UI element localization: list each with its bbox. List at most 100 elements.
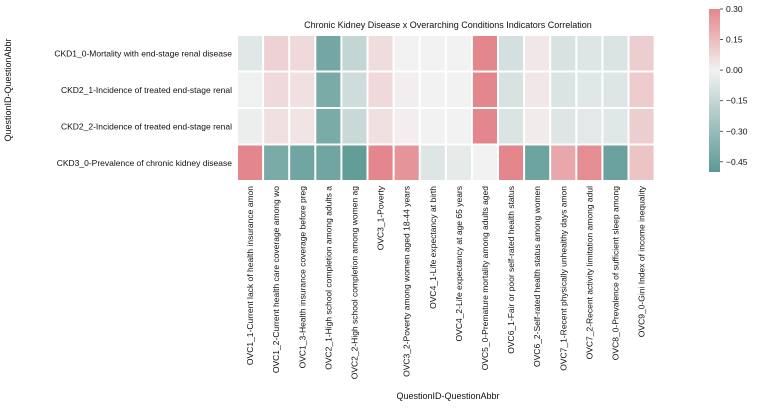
- heatmap-cell: [420, 72, 445, 107]
- column-label: OVC5_0-Premature mortality among adults …: [480, 186, 490, 371]
- y-axis-label: QuestionID-QuestionAbbr: [3, 38, 13, 141]
- heatmap-cell: [525, 36, 550, 71]
- heatmap-cell: [499, 72, 524, 107]
- heatmap-cell: [264, 109, 289, 144]
- column-label: OVC8_0-Prevalence of sufficient sleep am…: [611, 186, 621, 360]
- heatmap-cell: [342, 109, 367, 144]
- row-label: CKD2_2-Incidence of treated end-stage re…: [61, 121, 232, 131]
- heatmap-cell: [290, 145, 315, 180]
- colorbar-gradient: [709, 9, 720, 172]
- heatmap-cell: [472, 72, 497, 107]
- heatmap-cell: [394, 36, 419, 71]
- colorbar-tick-label: 0.00: [726, 65, 743, 75]
- heatmap-cell: [290, 72, 315, 107]
- heatmap-cell: [525, 109, 550, 144]
- heatmap-cell: [394, 145, 419, 180]
- heatmap-cell: [238, 109, 263, 144]
- heatmap-cell: [420, 109, 445, 144]
- heatmap-cell: [629, 36, 654, 71]
- heatmap-cell: [551, 109, 576, 144]
- heatmap-cell: [629, 145, 654, 180]
- column-label: OVC1_3-Health insurance coverage before …: [297, 186, 307, 369]
- heatmap-cell: [525, 72, 550, 107]
- heatmap-cell: [577, 145, 602, 180]
- heatmap-cell: [577, 109, 602, 144]
- heatmap-cell: [603, 145, 628, 180]
- heatmap-cell: [603, 72, 628, 107]
- column-label: OVC2_2-High school completion among wome…: [349, 186, 359, 380]
- heatmap-cell: [368, 72, 393, 107]
- column-label: OVC3_1-Poverty: [376, 185, 386, 250]
- column-label: OVC4_1-Life expectancy at birth: [428, 186, 438, 309]
- column-label: OVC7_1-Recent physically unhealthy days …: [558, 186, 568, 371]
- column-labels: OVC1_1-Current lack of health insurance …: [245, 185, 646, 379]
- heatmap-cell: [368, 109, 393, 144]
- heatmap-cell: [551, 72, 576, 107]
- heatmap-cell: [577, 36, 602, 71]
- heatmap-cell: [316, 145, 341, 180]
- heatmap-cell: [551, 36, 576, 71]
- row-label: CKD1_0-Mortality with end-stage renal di…: [54, 48, 232, 58]
- heatmap-cell: [525, 145, 550, 180]
- heatmap-cell: [446, 36, 471, 71]
- heatmap-cell: [316, 109, 341, 144]
- heatmap-cell: [342, 36, 367, 71]
- heatmap-cell: [238, 145, 263, 180]
- heatmap-cell: [420, 36, 445, 71]
- heatmap-cell: [316, 72, 341, 107]
- colorbar: 0.30 0.15 0.00 −0.15 −0.30 −0.45: [709, 4, 748, 172]
- column-label: OVC2_1-High school completion among adul…: [323, 186, 333, 370]
- heatmap-cell: [472, 145, 497, 180]
- heatmap-cell: [499, 109, 524, 144]
- column-label: OVC6_2-Self-rated health status among wo…: [532, 186, 542, 367]
- heatmap-cell: [290, 36, 315, 71]
- column-label: OVC7_2-Recent activity limitation among …: [584, 186, 594, 359]
- heatmap-cell: [238, 72, 263, 107]
- heatmap-cell: [368, 145, 393, 180]
- heatmap-cell: [629, 109, 654, 144]
- colorbar-tick-label: 0.15: [726, 35, 743, 45]
- heatmap-cell: [394, 72, 419, 107]
- heatmap-cell: [446, 109, 471, 144]
- heatmap-cell: [446, 145, 471, 180]
- heatmap-cell: [420, 145, 445, 180]
- heatmap-cell: [238, 36, 263, 71]
- heatmap-cell: [264, 145, 289, 180]
- column-label: OVC1_1-Current lack of health insurance …: [245, 186, 255, 365]
- heatmap-cell: [264, 36, 289, 71]
- heatmap-cells: [238, 36, 654, 180]
- column-label: OVC6_1-Fair or poor self-rated health st…: [506, 186, 516, 354]
- chart-title: Chronic Kidney Disease x Overarching Con…: [304, 20, 592, 30]
- row-labels: CKD1_0-Mortality with end-stage renal di…: [54, 48, 232, 168]
- colorbar-tick-label: −0.15: [726, 96, 748, 106]
- column-label: OVC3_2-Poverty among women aged 18-44 ye…: [402, 186, 412, 377]
- row-label: CKD2_1-Incidence of treated end-stage re…: [61, 85, 232, 95]
- heatmap-cell: [629, 72, 654, 107]
- heatmap-cell: [499, 145, 524, 180]
- heatmap-cell: [499, 36, 524, 71]
- heatmap-cell: [472, 36, 497, 71]
- heatmap-cell: [394, 109, 419, 144]
- heatmap-cell: [577, 72, 602, 107]
- row-label: CKD3_0-Prevalence of chronic kidney dise…: [57, 158, 233, 168]
- column-label: OVC4_2-Life expectancy at age 65 years: [454, 186, 464, 341]
- heatmap-cell: [551, 145, 576, 180]
- heatmap-cell: [264, 72, 289, 107]
- x-axis-label: QuestionID-QuestionAbbr: [396, 391, 499, 401]
- colorbar-tick-label: −0.45: [726, 157, 748, 167]
- heatmap-cell: [290, 109, 315, 144]
- column-label: OVC9_0-Gini Index of income inequality: [637, 185, 647, 337]
- heatmap-cell: [342, 145, 367, 180]
- colorbar-tick-label: 0.30: [726, 4, 743, 14]
- heatmap-cell: [472, 109, 497, 144]
- colorbar-tick-label: −0.30: [726, 126, 748, 136]
- heatmap-cell: [368, 36, 393, 71]
- heatmap-cell: [446, 72, 471, 107]
- heatmap-cell: [342, 72, 367, 107]
- heatmap-cell: [603, 36, 628, 71]
- heatmap-cell: [316, 36, 341, 71]
- heatmap-cell: [603, 109, 628, 144]
- column-label: OVC1_2-Current health care coverage amon…: [271, 186, 281, 373]
